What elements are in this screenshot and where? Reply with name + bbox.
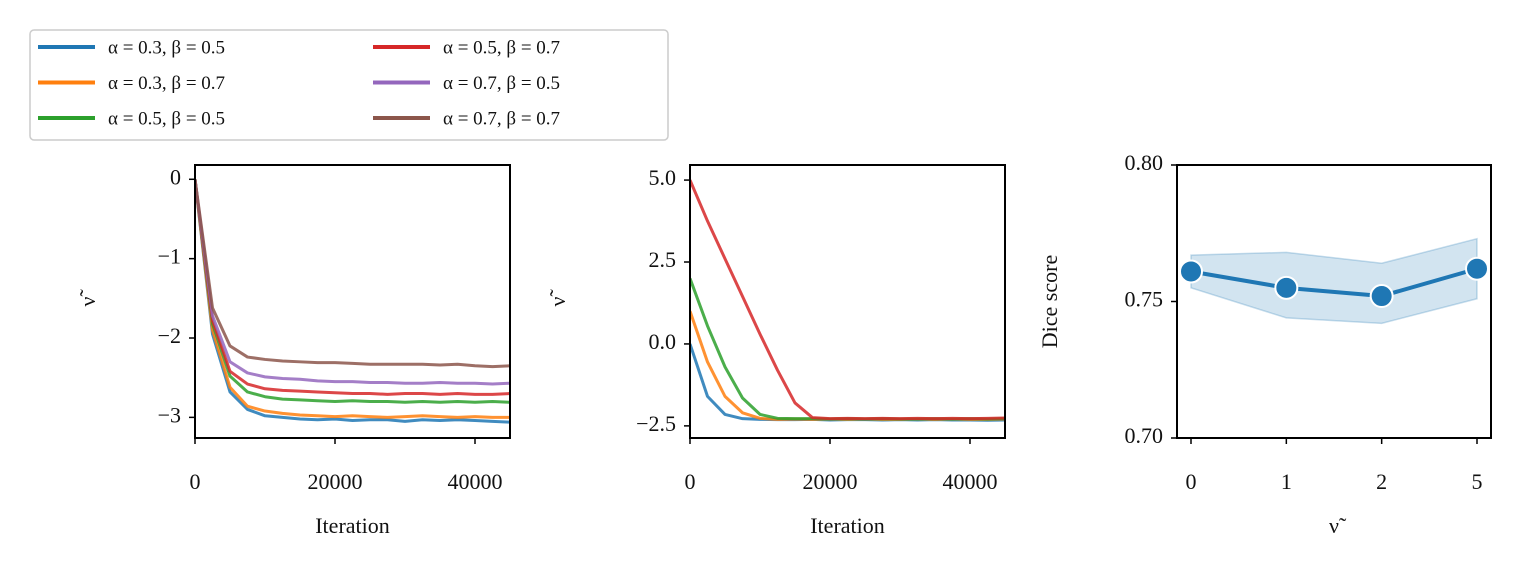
y-tick-label: 2.5 [649, 247, 677, 272]
x-tick-label: 20000 [308, 469, 363, 494]
x-axis-label: Iteration [810, 513, 885, 538]
x-tick-label: 20000 [803, 469, 858, 494]
series-line [195, 179, 510, 419]
x-tick-label: 1 [1281, 469, 1292, 494]
plot-area [690, 179, 1005, 422]
series-line [195, 179, 510, 404]
plot-area [195, 179, 510, 424]
series-line [195, 179, 510, 396]
x-tick-label: 40000 [943, 469, 998, 494]
legend-label: α = 0.3, β = 0.5 [108, 37, 225, 58]
y-tick-label: −3 [158, 402, 181, 427]
legend: α = 0.3, β = 0.5 α = 0.3, β = 0.7 α = 0.5,… [29, 29, 669, 141]
y-tick-label: −1 [158, 244, 181, 269]
legend-label: α = 0.3, β = 0.7 [108, 73, 225, 94]
axes-frame [689, 164, 1006, 439]
x-tick-label: 40000 [448, 469, 503, 494]
axes-frame [1176, 164, 1492, 439]
x-tick-label: 5 [1472, 469, 1483, 494]
series-line [195, 179, 510, 369]
point [1465, 256, 1489, 281]
legend-label: α = 0.5, β = 0.7 [443, 37, 560, 58]
x-tick-label: 2 [1376, 469, 1387, 494]
series-line [1190, 266, 1478, 299]
confidence-band [1190, 237, 1478, 325]
y-axis-label: ν̃ [545, 289, 570, 307]
legend-label: α = 0.5, β = 0.5 [108, 108, 225, 129]
y-tick-label: 0.70 [1125, 423, 1164, 448]
point [1369, 284, 1394, 309]
y-tick-label: 0 [170, 164, 181, 189]
x-tick-label: 0 [685, 469, 696, 494]
y-tick-label: 0.80 [1125, 150, 1164, 175]
y-tick-label: −2.5 [636, 411, 676, 436]
y-axis-label: ν̃ [75, 289, 100, 307]
legend-box [29, 29, 669, 141]
y-tick-label: 5.0 [649, 165, 677, 190]
series-line [690, 310, 1005, 421]
y-tick-label: 0.75 [1125, 287, 1164, 312]
x-tick-label: 0 [190, 469, 201, 494]
series-line [195, 179, 510, 386]
legend-label: α = 0.7, β = 0.7 [443, 108, 560, 129]
series-line [195, 179, 510, 424]
axes-frame [194, 164, 511, 439]
y-tick-label: 0.0 [649, 329, 677, 354]
series-line [690, 277, 1005, 421]
series-line [690, 179, 1005, 421]
point [1179, 259, 1203, 284]
point [1274, 275, 1299, 300]
y-axis-label: Dice score [1037, 255, 1062, 348]
x-axis-label: Iteration [315, 513, 390, 538]
x-tick-label: 0 [1186, 469, 1197, 494]
legend-label: α = 0.7, β = 0.5 [443, 73, 560, 94]
x-axis-label: ν̃ [1329, 513, 1347, 538]
y-tick-label: −2 [158, 323, 181, 348]
